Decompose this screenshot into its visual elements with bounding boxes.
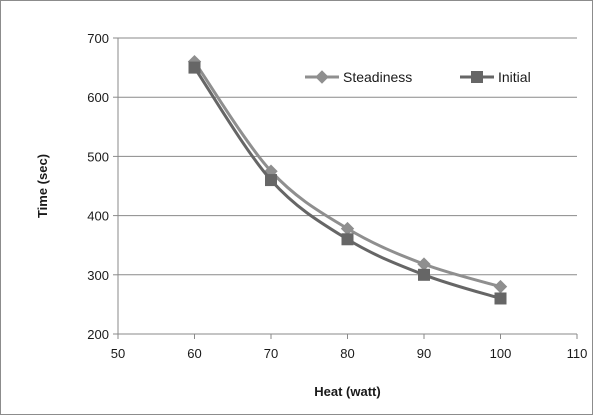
x-tick-label: 90 bbox=[417, 346, 431, 361]
series-line-initial bbox=[193, 66, 501, 300]
legend-label: Initial bbox=[498, 69, 531, 85]
data-point-initial bbox=[494, 292, 507, 305]
data-point-initial bbox=[341, 233, 354, 246]
y-tick-label: 600 bbox=[87, 90, 109, 105]
x-axis-title: Heat (watt) bbox=[314, 384, 380, 399]
data-point-steadiness bbox=[417, 257, 431, 271]
x-tick-label: 60 bbox=[187, 346, 201, 361]
y-tick-label: 300 bbox=[87, 268, 109, 283]
legend-entry-steadiness: Steadiness bbox=[305, 69, 412, 85]
legend-label: Steadiness bbox=[343, 69, 412, 85]
gridlines bbox=[118, 37, 577, 276]
series-initial bbox=[188, 61, 507, 305]
data-point-initial bbox=[418, 268, 430, 281]
y-tick-label: 200 bbox=[87, 327, 109, 342]
y-axis-title: Time (sec) bbox=[35, 154, 50, 218]
tick-labels: 200 300 400 500 600 700 50 60 70 80 90 100 110 bbox=[87, 31, 587, 361]
series-steadiness bbox=[187, 54, 508, 294]
x-tick-label: 110 bbox=[567, 346, 588, 361]
series-line-steadiness bbox=[193, 60, 501, 289]
y-tick-label: 700 bbox=[87, 31, 109, 46]
legend: Steadiness Initial bbox=[305, 69, 531, 85]
y-tick-label: 400 bbox=[87, 209, 109, 224]
x-tick-label: 70 bbox=[264, 346, 278, 361]
legend-marker bbox=[315, 70, 329, 84]
x-tick-label: 50 bbox=[111, 346, 125, 361]
legend-marker bbox=[471, 71, 483, 83]
x-tick-label: 100 bbox=[490, 346, 512, 361]
y-tick-label: 500 bbox=[87, 149, 109, 164]
x-tick-label: 80 bbox=[340, 346, 354, 361]
data-point-initial bbox=[265, 174, 277, 187]
legend-entry-initial: Initial bbox=[460, 69, 531, 85]
series-group bbox=[187, 54, 508, 305]
axes bbox=[113, 37, 578, 339]
data-point-initial bbox=[188, 61, 201, 74]
data-point-steadiness bbox=[493, 279, 508, 294]
